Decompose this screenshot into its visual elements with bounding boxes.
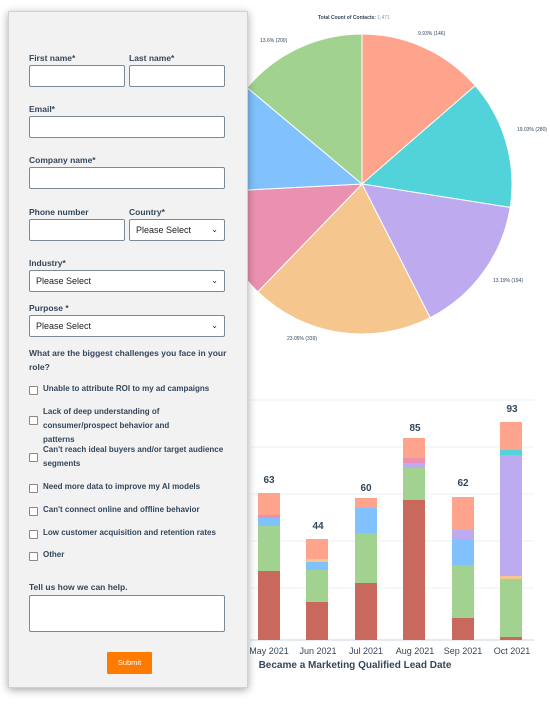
bar-total-label: 85 [409, 423, 421, 434]
last-name-label: Last name* [129, 53, 175, 63]
industry-select-value: Please Select [36, 276, 92, 286]
bar-segment [452, 497, 474, 530]
bar-segment [258, 518, 280, 526]
challenge-checkbox[interactable] [29, 453, 38, 462]
challenge-option-label: Can't reach ideal buyers and/or target a… [43, 445, 224, 468]
pie-chart [211, 33, 513, 335]
email-input[interactable] [29, 116, 225, 138]
contact-form: First name* Last name* Email* Company na… [8, 11, 248, 688]
x-tick-label: May 2021 [249, 646, 289, 656]
pie-slice-label: 13.19% (194) [493, 278, 524, 284]
x-axis-title: Became a Marketing Qualified Lead Date [258, 660, 452, 671]
pie-slice-label: 13.6% (200) [260, 38, 288, 44]
pie-slice [246, 33, 363, 186]
bar-total-label: 62 [457, 478, 469, 489]
x-tick-label: Aug 2021 [395, 646, 435, 656]
challenge-option-label: Unable to attribute ROI to my ad campaig… [43, 384, 210, 393]
bar-segment [403, 438, 425, 458]
chevron-down-icon: ⌄ [211, 276, 218, 285]
last-name-input[interactable] [129, 65, 225, 87]
bar-segment [500, 450, 522, 455]
bar-total-label: 44 [312, 521, 324, 532]
industry-label: Industry* [29, 258, 66, 268]
pie-slice-label: 9.93% (146) [418, 31, 446, 37]
challenge-checkbox[interactable] [29, 507, 38, 516]
bar-segment [355, 583, 377, 640]
industry-select[interactable]: Please Select ⌄ [29, 270, 225, 292]
pie-slice-label: 19.03% (280) [517, 127, 548, 133]
help-label: Tell us how we can help. [29, 582, 128, 592]
bar-segment [500, 576, 522, 579]
challenge-checkbox[interactable] [29, 530, 38, 539]
country-label: Country* [129, 207, 165, 217]
bar-segment [452, 540, 474, 565]
purpose-label: Purpose * [29, 303, 69, 313]
chevron-down-icon: ⌄ [211, 225, 218, 234]
company-label: Company name* [29, 155, 96, 165]
bar-segment [306, 602, 328, 640]
bar-segment [306, 570, 328, 602]
purpose-select-value: Please Select [36, 321, 92, 331]
bar-segment [452, 618, 474, 640]
bar-segment [500, 637, 522, 640]
bar-segment [306, 562, 328, 570]
bar-segment [258, 571, 280, 640]
bar-segment [403, 468, 425, 500]
bar-segment [258, 526, 280, 571]
country-select-value: Please Select [136, 225, 192, 235]
x-tick-label: Oct 2021 [493, 646, 531, 656]
pie-chart-title: Total Count of Contacts: 1,471 [318, 15, 390, 21]
bar-segment [452, 530, 474, 540]
x-tick-label: Sep 2021 [443, 646, 483, 656]
x-tick-label: Jun 2021 [299, 646, 337, 656]
challenge-option-label: Other [43, 550, 65, 559]
bar-segment [306, 559, 328, 562]
challenge-option-label: Lack of deep understanding of consumer/p… [43, 407, 170, 444]
challenge-checkbox[interactable] [29, 416, 38, 425]
bar-segment [500, 579, 522, 637]
bar-segment [500, 422, 522, 450]
challenge-checkbox[interactable] [29, 484, 38, 493]
pie-slice [361, 33, 476, 186]
purpose-select[interactable]: Please Select ⌄ [29, 315, 225, 337]
bar-segment [355, 498, 377, 508]
challenge-option-label: Low customer acquisition and retention r… [43, 528, 216, 537]
submit-button[interactable]: Submit [107, 652, 152, 674]
country-select[interactable]: Please Select ⌄ [129, 219, 225, 241]
pie-slice-label: 23.05% (339) [287, 336, 318, 342]
bar-segment [403, 458, 425, 463]
challenge-checkbox[interactable] [29, 552, 38, 561]
email-label: Email* [29, 104, 55, 114]
bar-total-label: 93 [506, 404, 518, 415]
pie-slice [257, 183, 431, 335]
challenge-option-label: Need more data to improve my AI models [43, 482, 201, 491]
bar-segment [452, 565, 474, 618]
phone-label: Phone number [29, 207, 89, 217]
help-textarea[interactable] [29, 595, 225, 632]
bar-segment [403, 500, 425, 640]
bar-segment [258, 493, 280, 515]
challenge-option-label: Can't connect online and offline behavio… [43, 505, 200, 514]
bar-total-label: 60 [360, 483, 372, 494]
bar-segment [355, 508, 377, 533]
bar-segment [500, 455, 522, 576]
chevron-down-icon: ⌄ [211, 321, 218, 330]
phone-input[interactable] [29, 219, 125, 241]
first-name-input[interactable] [29, 65, 125, 87]
x-tick-label: Jul 2021 [348, 646, 384, 656]
bar-total-label: 63 [263, 475, 275, 486]
company-input[interactable] [29, 167, 225, 189]
bar-segment [306, 539, 328, 559]
challenges-question: What are the biggest challenges you face… [29, 348, 227, 372]
pie-slice [361, 183, 511, 319]
challenge-checkbox[interactable] [29, 386, 38, 395]
bar-segment [355, 533, 377, 583]
pie-slice [360, 84, 513, 209]
first-name-label: First name* [29, 53, 76, 63]
bar-segment [258, 515, 280, 518]
bar-segment [403, 463, 425, 468]
